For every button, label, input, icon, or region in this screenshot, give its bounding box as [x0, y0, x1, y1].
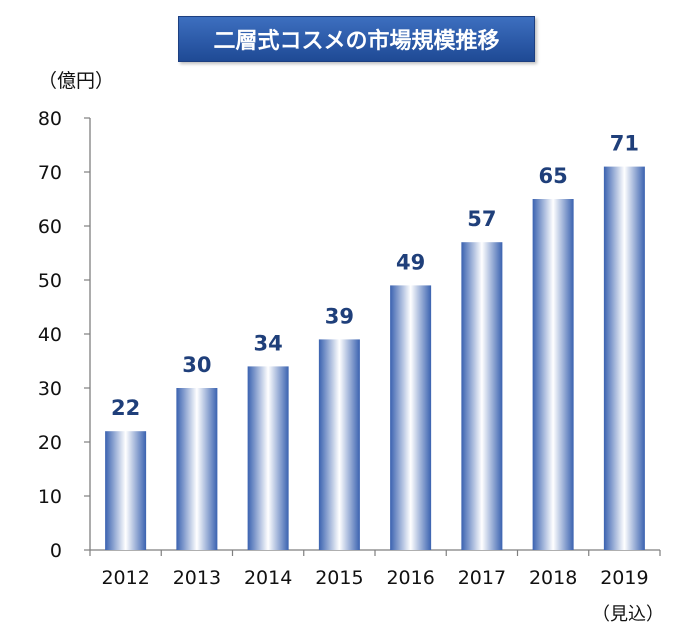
estimate-note: （見込）	[592, 604, 664, 625]
bar-2016	[390, 285, 432, 550]
y-tick-label: 60	[38, 216, 62, 238]
y-tick-label: 50	[38, 270, 62, 292]
x-tick-label-2015: 2015	[315, 567, 363, 589]
bar-2018	[532, 199, 574, 550]
y-tick-label: 30	[38, 378, 62, 400]
y-axis-unit-label: （億円）	[38, 70, 115, 92]
x-tick-label-2014: 2014	[244, 567, 292, 589]
bar-2012	[105, 431, 147, 550]
y-tick-label: 70	[38, 162, 62, 184]
y-tick-label: 20	[38, 432, 62, 454]
data-label-2013: 30	[182, 353, 211, 377]
bar-2014	[247, 366, 289, 550]
y-tick-label: 0	[50, 540, 62, 562]
bar-2015	[318, 339, 360, 550]
x-tick-label-2016: 2016	[386, 567, 434, 589]
y-tick-label: 40	[38, 324, 62, 346]
y-tick-label: 80	[38, 108, 62, 130]
bar-2017	[461, 242, 503, 550]
data-label-2014: 34	[254, 331, 283, 355]
y-tick-label: 10	[38, 486, 62, 508]
data-label-2017: 57	[467, 207, 496, 231]
data-label-2018: 65	[539, 164, 568, 188]
bar-2019	[603, 166, 645, 550]
x-tick-label-2019: 2019	[600, 567, 648, 589]
chart-title: 二層式コスメの市場規模推移	[178, 16, 535, 62]
data-label-2016: 49	[396, 250, 425, 274]
data-label-2019: 71	[610, 132, 639, 156]
x-tick-label-2013: 2013	[173, 567, 221, 589]
x-tick-label-2018: 2018	[529, 567, 577, 589]
x-tick-label-2017: 2017	[458, 567, 506, 589]
x-tick-label-2012: 2012	[101, 567, 149, 589]
data-label-2012: 22	[111, 396, 140, 420]
data-label-2015: 39	[325, 304, 354, 328]
bar-2013	[176, 388, 218, 550]
